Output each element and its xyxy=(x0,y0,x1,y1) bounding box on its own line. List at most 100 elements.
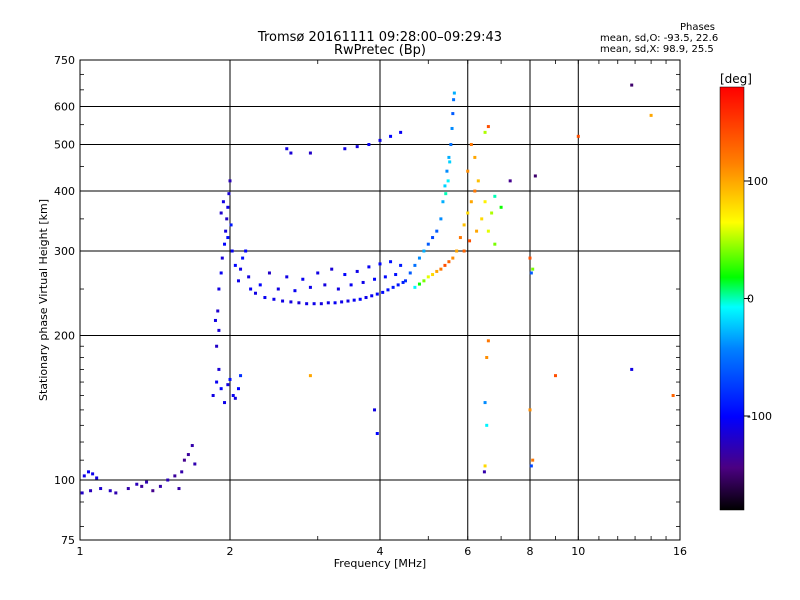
data-point xyxy=(490,211,494,215)
data-point xyxy=(285,275,289,279)
y-tick-label: 200 xyxy=(54,330,75,343)
data-point xyxy=(468,239,472,243)
data-point xyxy=(439,267,443,271)
colorbar-ticks: 100 0 -100 xyxy=(744,175,772,423)
data-point xyxy=(126,487,130,491)
data-point xyxy=(364,296,368,300)
data-point xyxy=(469,143,473,147)
data-point xyxy=(531,458,535,462)
data-point xyxy=(408,271,412,275)
data-point xyxy=(413,285,417,289)
chart-subtitle: RwPretec (Bp) xyxy=(333,43,427,58)
data-point xyxy=(346,299,350,303)
data-point xyxy=(263,296,267,300)
data-point xyxy=(244,249,248,253)
data-point xyxy=(649,113,653,117)
data-point xyxy=(553,374,557,378)
data-point xyxy=(281,299,285,303)
data-point xyxy=(225,217,229,221)
data-point xyxy=(355,145,359,149)
data-point xyxy=(473,155,477,159)
data-point xyxy=(399,130,403,134)
data-point xyxy=(483,401,487,405)
data-point xyxy=(493,194,497,198)
data-point xyxy=(476,179,480,183)
data-point xyxy=(217,287,221,291)
data-point xyxy=(293,289,297,293)
data-point xyxy=(630,83,634,87)
data-point xyxy=(80,491,84,495)
x-tick-label: 8 xyxy=(527,545,534,558)
data-point xyxy=(449,143,453,147)
data-point xyxy=(417,282,421,286)
data-point xyxy=(458,236,462,240)
data-point xyxy=(213,318,217,322)
data-point xyxy=(343,147,347,151)
data-point xyxy=(373,408,377,412)
data-point xyxy=(435,229,439,233)
data-point xyxy=(86,470,90,474)
x-axis-label: Frequency [MHz] xyxy=(334,557,426,570)
data-point xyxy=(308,285,312,289)
data-point xyxy=(451,256,455,260)
data-point xyxy=(447,260,451,264)
chart-title: Tromsø 20161111 09:28:00–09:29:43 xyxy=(257,30,503,45)
grid xyxy=(80,60,680,540)
data-point xyxy=(226,205,230,209)
data-point xyxy=(452,98,456,102)
data-point xyxy=(233,396,237,400)
x-tick-label: 1 xyxy=(77,545,84,558)
data-point xyxy=(399,263,403,267)
data-point xyxy=(386,288,390,292)
data-point xyxy=(326,301,330,305)
data-point xyxy=(493,242,497,246)
data-point xyxy=(381,290,385,294)
data-point xyxy=(223,401,227,405)
data-point xyxy=(355,269,359,273)
data-point xyxy=(483,200,487,204)
data-point xyxy=(221,200,225,204)
data-point xyxy=(426,275,430,279)
data-point xyxy=(443,184,447,188)
data-point xyxy=(253,291,257,295)
data-point xyxy=(114,491,118,495)
data-point xyxy=(182,458,186,462)
data-point xyxy=(226,383,230,387)
data-point xyxy=(528,408,532,412)
data-point xyxy=(486,125,490,129)
data-point xyxy=(236,279,240,283)
colorbar-tick-label: -100 xyxy=(747,410,772,423)
data-point xyxy=(375,292,379,296)
data-point xyxy=(375,432,379,436)
data-point xyxy=(361,280,365,284)
x-tick-label: 6 xyxy=(464,545,471,558)
data-point xyxy=(220,256,224,260)
data-point xyxy=(247,275,251,279)
data-point xyxy=(529,464,533,468)
axis-ticks: 1 2 4 6 8 10 16 75 100 200 300 400 500 600 750 xyxy=(54,54,687,558)
phase-stats-heading: Phases xyxy=(679,22,716,33)
y-tick-label: 300 xyxy=(54,245,75,258)
data-point xyxy=(394,273,398,277)
data-point xyxy=(89,489,93,493)
data-point xyxy=(435,269,439,273)
y-tick-label: 750 xyxy=(54,54,75,67)
data-point xyxy=(190,444,194,448)
data-point xyxy=(135,482,139,486)
data-point xyxy=(446,179,450,183)
data-point xyxy=(229,223,233,227)
data-point xyxy=(236,387,240,391)
data-point xyxy=(378,262,382,266)
data-point xyxy=(91,472,95,476)
data-point xyxy=(312,302,316,306)
x-tick-label: 16 xyxy=(673,545,687,558)
data-point xyxy=(228,377,232,381)
data-point xyxy=(272,297,276,301)
data-point xyxy=(226,236,230,240)
data-point xyxy=(186,453,190,457)
data-point xyxy=(308,374,312,378)
data-point xyxy=(462,249,466,253)
data-point xyxy=(455,249,459,253)
data-point xyxy=(462,223,466,227)
data-point xyxy=(480,217,484,221)
